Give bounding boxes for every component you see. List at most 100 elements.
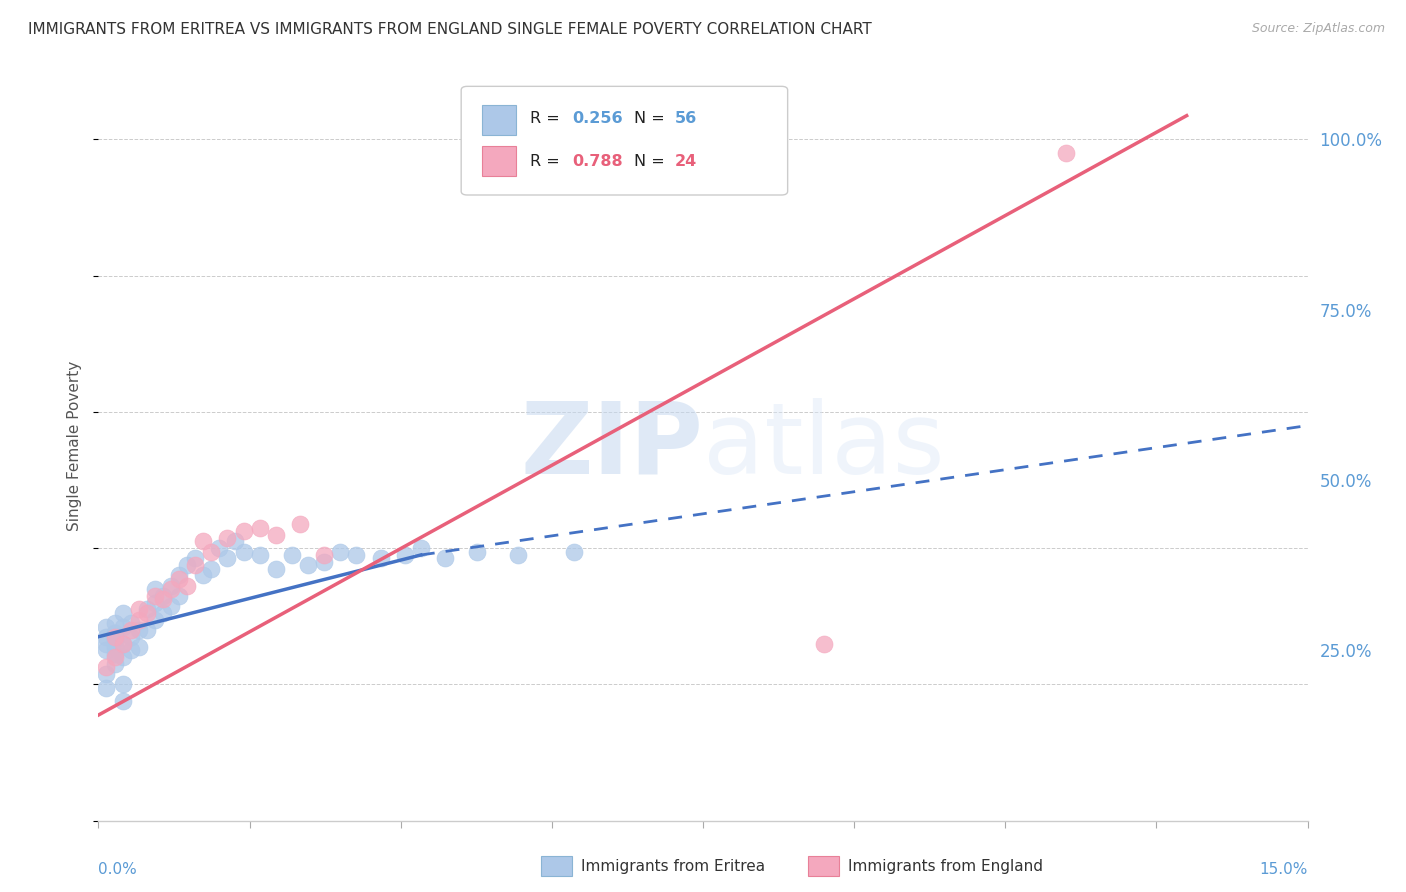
Point	[249, 521, 271, 535]
Point	[465, 544, 488, 558]
Point	[111, 619, 134, 633]
Point	[135, 623, 157, 637]
Point	[120, 643, 142, 657]
Point	[394, 548, 416, 562]
Point	[111, 677, 134, 691]
Text: 0.256: 0.256	[572, 112, 623, 126]
Point	[506, 548, 529, 562]
Point	[152, 589, 174, 603]
Point	[96, 643, 118, 657]
Text: R =: R =	[530, 112, 565, 126]
Point	[128, 640, 150, 654]
Text: R =: R =	[530, 153, 565, 169]
Point	[167, 572, 190, 586]
Point	[96, 660, 118, 674]
Point	[103, 633, 125, 648]
Text: 24: 24	[675, 153, 697, 169]
Point	[314, 555, 336, 569]
Point	[176, 558, 198, 573]
Point	[184, 558, 207, 573]
Point	[152, 606, 174, 620]
Point	[135, 606, 157, 620]
Text: Immigrants from Eritrea: Immigrants from Eritrea	[581, 859, 765, 873]
Text: N =: N =	[634, 112, 669, 126]
Point	[281, 548, 304, 562]
Point	[249, 548, 271, 562]
Point	[264, 561, 287, 575]
Point	[184, 551, 207, 566]
Point	[103, 616, 125, 631]
Point	[370, 551, 392, 566]
Point	[297, 558, 319, 573]
Point	[217, 551, 239, 566]
Y-axis label: Single Female Poverty: Single Female Poverty	[67, 361, 83, 531]
Point	[160, 582, 183, 596]
Point	[135, 602, 157, 616]
Point	[208, 541, 231, 556]
Point	[103, 626, 125, 640]
Point	[562, 544, 585, 558]
Point	[1054, 146, 1077, 161]
Point	[143, 589, 166, 603]
Text: Immigrants from England: Immigrants from England	[848, 859, 1043, 873]
Point	[200, 544, 222, 558]
Point	[111, 636, 134, 650]
Point	[111, 650, 134, 665]
Point	[434, 551, 457, 566]
Point	[96, 619, 118, 633]
Text: 56: 56	[675, 112, 697, 126]
Point	[103, 650, 125, 665]
Point	[329, 544, 352, 558]
Point	[344, 548, 367, 562]
Point	[288, 517, 311, 532]
Point	[128, 623, 150, 637]
Point	[409, 541, 432, 556]
Bar	[482, 146, 516, 177]
Point	[143, 613, 166, 627]
FancyBboxPatch shape	[461, 87, 787, 195]
Point	[232, 544, 254, 558]
Point	[264, 527, 287, 541]
Point	[193, 534, 215, 549]
Point	[96, 667, 118, 681]
Point	[160, 579, 183, 593]
Point	[120, 616, 142, 631]
Point	[232, 524, 254, 538]
Point	[103, 647, 125, 661]
Point	[143, 582, 166, 596]
Point	[111, 694, 134, 708]
Point	[224, 534, 246, 549]
Point	[200, 561, 222, 575]
Point	[103, 640, 125, 654]
Point	[96, 681, 118, 695]
Text: ZIP: ZIP	[520, 398, 703, 494]
Point	[143, 596, 166, 610]
Text: N =: N =	[634, 153, 669, 169]
Point	[96, 636, 118, 650]
Point	[167, 589, 190, 603]
Point	[120, 630, 142, 644]
Point	[128, 613, 150, 627]
Point	[103, 657, 125, 671]
Text: 0.788: 0.788	[572, 153, 623, 169]
Point	[167, 568, 190, 582]
Point	[314, 548, 336, 562]
Point	[813, 636, 835, 650]
Point	[217, 531, 239, 545]
Point	[120, 623, 142, 637]
Text: atlas: atlas	[703, 398, 945, 494]
Text: Source: ZipAtlas.com: Source: ZipAtlas.com	[1251, 22, 1385, 36]
Point	[128, 602, 150, 616]
Point	[103, 630, 125, 644]
Point	[193, 568, 215, 582]
Text: 0.0%: 0.0%	[98, 862, 138, 877]
Point	[160, 599, 183, 613]
Bar	[482, 105, 516, 135]
Point	[176, 579, 198, 593]
Point	[96, 630, 118, 644]
Text: 15.0%: 15.0%	[1260, 862, 1308, 877]
Point	[152, 592, 174, 607]
Text: IMMIGRANTS FROM ERITREA VS IMMIGRANTS FROM ENGLAND SINGLE FEMALE POVERTY CORRELA: IMMIGRANTS FROM ERITREA VS IMMIGRANTS FR…	[28, 22, 872, 37]
Point	[111, 636, 134, 650]
Point	[111, 606, 134, 620]
